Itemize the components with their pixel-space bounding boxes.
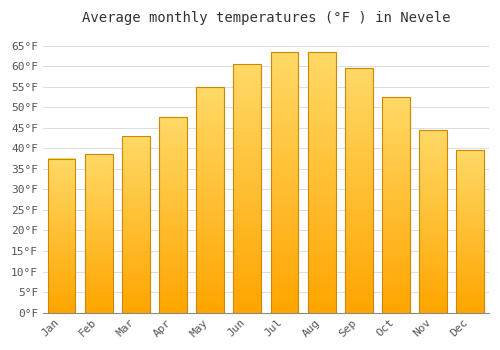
Bar [48, 159, 76, 313]
Bar [159, 118, 187, 313]
Bar [419, 130, 447, 313]
Bar [270, 52, 298, 313]
Bar [122, 136, 150, 313]
Bar [456, 150, 484, 313]
Bar [234, 64, 262, 313]
Title: Average monthly temperatures (°F ) in Nevele: Average monthly temperatures (°F ) in Ne… [82, 11, 450, 25]
Bar [382, 97, 410, 313]
Bar [196, 87, 224, 313]
Bar [345, 68, 373, 313]
Bar [85, 154, 112, 313]
Bar [308, 52, 336, 313]
